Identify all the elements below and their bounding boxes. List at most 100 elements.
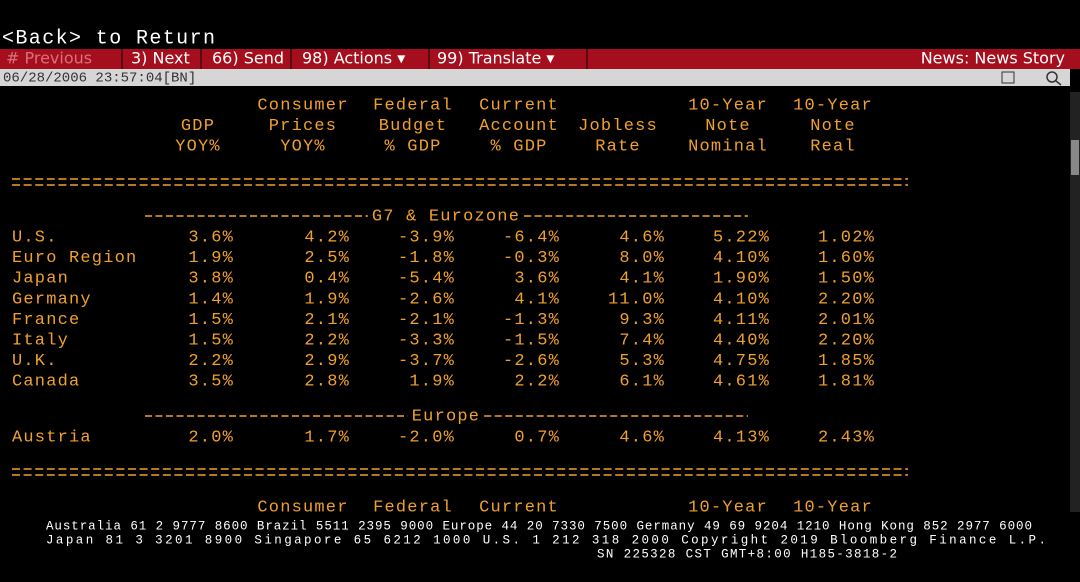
timestamp: 06/28/2006 23:57:04[BN] — [3, 71, 196, 87]
cell-value: -1.5% — [503, 331, 560, 350]
cell-value: 2.20% — [818, 290, 875, 309]
cell-value: -1.8% — [398, 249, 455, 268]
section-title: G7 & Eurozone — [372, 207, 520, 226]
column-header: Account — [479, 117, 559, 136]
cell-value: 4.6% — [619, 228, 665, 247]
cell-value: 3.8% — [188, 270, 234, 289]
cell-value: 2.2% — [514, 373, 560, 392]
column-header: Current — [479, 96, 559, 115]
toolbar — [0, 49, 1080, 69]
cell-value: 7.4% — [619, 331, 665, 350]
column-header: 10-Year — [688, 498, 768, 517]
cell-value: 8.0% — [619, 249, 665, 268]
cell-value: 2.20% — [818, 331, 875, 350]
cell-value: 1.9% — [409, 373, 455, 392]
toolbar-button[interactable]: 98) Actions ▾ — [302, 49, 405, 68]
cell-value: -0.3% — [503, 249, 560, 268]
cell-value: 1.7% — [304, 428, 350, 447]
cell-value: 1.85% — [818, 352, 875, 371]
cell-value: 1.5% — [188, 311, 234, 330]
cell-value: 1.90% — [713, 270, 770, 289]
cell-value: 2.43% — [818, 428, 875, 447]
row-label: Germany — [12, 290, 92, 309]
column-header: Rate — [595, 137, 641, 156]
cell-value: 4.13% — [713, 428, 770, 447]
cell-value: -3.7% — [398, 352, 455, 371]
cell-value: 1.4% — [188, 290, 234, 309]
cell-value: 2.9% — [304, 352, 350, 371]
row-label: Austria — [12, 428, 92, 447]
column-header: % GDP — [384, 137, 441, 156]
cell-value: 5.3% — [619, 352, 665, 371]
cell-value: 2.8% — [304, 373, 350, 392]
cell-value: 9.3% — [619, 311, 665, 330]
column-header: Note — [810, 117, 856, 136]
cell-value: -5.4% — [398, 270, 455, 289]
column-header: Federal — [373, 96, 453, 115]
cell-value: -3.9% — [398, 228, 455, 247]
cell-value: 1.60% — [818, 249, 875, 268]
scroll-thumb[interactable] — [1071, 140, 1079, 175]
cell-value: 4.1% — [619, 270, 665, 289]
cell-value: 1.9% — [304, 290, 350, 309]
section-title: Europe — [412, 407, 480, 426]
toolbar-button[interactable]: 99) Translate ▾ — [437, 49, 554, 68]
cell-value: 4.2% — [304, 228, 350, 247]
cell-value: 2.2% — [188, 352, 234, 371]
cell-value: 1.50% — [818, 270, 875, 289]
column-header: Current — [479, 498, 559, 517]
cell-value: 1.02% — [818, 228, 875, 247]
cell-value: -2.1% — [398, 311, 455, 330]
back-hint: <Back> to Return — [2, 27, 215, 50]
column-header: 10-Year — [793, 96, 873, 115]
column-header: 10-Year — [793, 498, 873, 517]
footer-line: Australia 61 2 9777 8600 Brazil 5511 239… — [46, 519, 1032, 533]
cell-value: -6.4% — [503, 228, 560, 247]
column-header: YOY% — [175, 137, 221, 156]
cell-value: 6.1% — [619, 373, 665, 392]
footer-line: SN 225328 CST GMT+8:00 H185-3818-2 — [597, 547, 897, 561]
cell-value: 1.5% — [188, 331, 234, 350]
cell-value: -1.3% — [503, 311, 560, 330]
cell-value: 4.6% — [619, 428, 665, 447]
toolbar-button[interactable]: # Previous — [6, 49, 92, 68]
toolbar-button[interactable]: 66) Send — [212, 49, 284, 68]
row-label: Canada — [12, 373, 80, 392]
scrollbar[interactable] — [1070, 92, 1080, 512]
footer-line: Japan 81 3 3201 8900 Singapore 65 6212 1… — [46, 533, 1046, 547]
toolbar-news[interactable]: News: News Story — [921, 49, 1065, 68]
status-bar — [0, 69, 1070, 86]
row-label: Italy — [12, 331, 69, 350]
cell-value: 3.6% — [188, 228, 234, 247]
cell-value: 4.11% — [713, 311, 770, 330]
cell-value: 0.4% — [304, 270, 350, 289]
row-label: U.K. — [12, 352, 58, 371]
cell-value: 2.2% — [304, 331, 350, 350]
column-header: Federal — [373, 498, 453, 517]
column-header: GDP — [181, 117, 215, 136]
row-label: U.S. — [12, 228, 58, 247]
cell-value: -3.3% — [398, 331, 455, 350]
cell-value: -2.6% — [398, 290, 455, 309]
column-header: Budget — [379, 117, 447, 136]
cell-value: 3.5% — [188, 373, 234, 392]
toolbar-button[interactable]: 3) Next — [131, 49, 190, 68]
column-header: 10-Year — [688, 96, 768, 115]
column-header: Prices — [269, 117, 337, 136]
search-icon[interactable] — [1046, 71, 1058, 83]
cell-value: 4.75% — [713, 352, 770, 371]
column-header: Consumer — [257, 498, 348, 517]
cell-value: 2.1% — [304, 311, 350, 330]
cell-value: 1.9% — [188, 249, 234, 268]
bookmark-icon[interactable] — [1001, 71, 1015, 84]
search-icon-handle — [1055, 80, 1062, 86]
cell-value: 2.0% — [188, 428, 234, 447]
cell-value: 1.81% — [818, 373, 875, 392]
cell-value: -2.6% — [503, 352, 560, 371]
row-label: Euro Region — [12, 249, 137, 268]
row-label: France — [12, 311, 80, 330]
column-header: Real — [810, 137, 856, 156]
column-header: YOY% — [280, 137, 326, 156]
column-header: % GDP — [490, 137, 547, 156]
